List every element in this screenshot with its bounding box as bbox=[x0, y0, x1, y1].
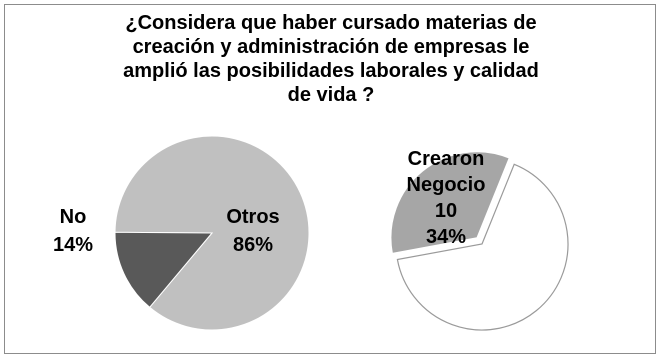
pie-slice-no bbox=[114, 231, 214, 309]
slice-label-crearon-line-3: 10 bbox=[435, 200, 457, 222]
chart-title-line-2: creación y administración de empresas le bbox=[132, 36, 530, 58]
slice-label-crearon-line-1: Crearon bbox=[408, 148, 485, 170]
slice-label-crearon-line-2: Negocio bbox=[407, 174, 486, 196]
pie-slice-slice-1 bbox=[396, 163, 569, 331]
chart-title-line-4: de vida ? bbox=[287, 84, 375, 106]
chart-title-line-1: ¿Considera que haber cursado materias de bbox=[125, 12, 537, 34]
slice-value-otros: 86% bbox=[233, 234, 273, 256]
chart-frame: ¿Considera que haber cursado materias de… bbox=[4, 4, 656, 354]
slice-value-crearon: 34% bbox=[426, 226, 466, 248]
slice-value-no: 14% bbox=[53, 234, 93, 256]
pie-slice-crearon bbox=[390, 151, 510, 254]
chart-title-line-3: amplió las posibilidades laborales y cal… bbox=[123, 60, 539, 82]
chart-title: ¿Considera que haber cursado materias de… bbox=[5, 11, 657, 107]
pie-chart-right bbox=[390, 151, 569, 331]
pie-chart-left bbox=[114, 135, 310, 331]
slice-label-otros: Otros bbox=[226, 206, 279, 228]
slice-label-no: No bbox=[60, 206, 87, 228]
